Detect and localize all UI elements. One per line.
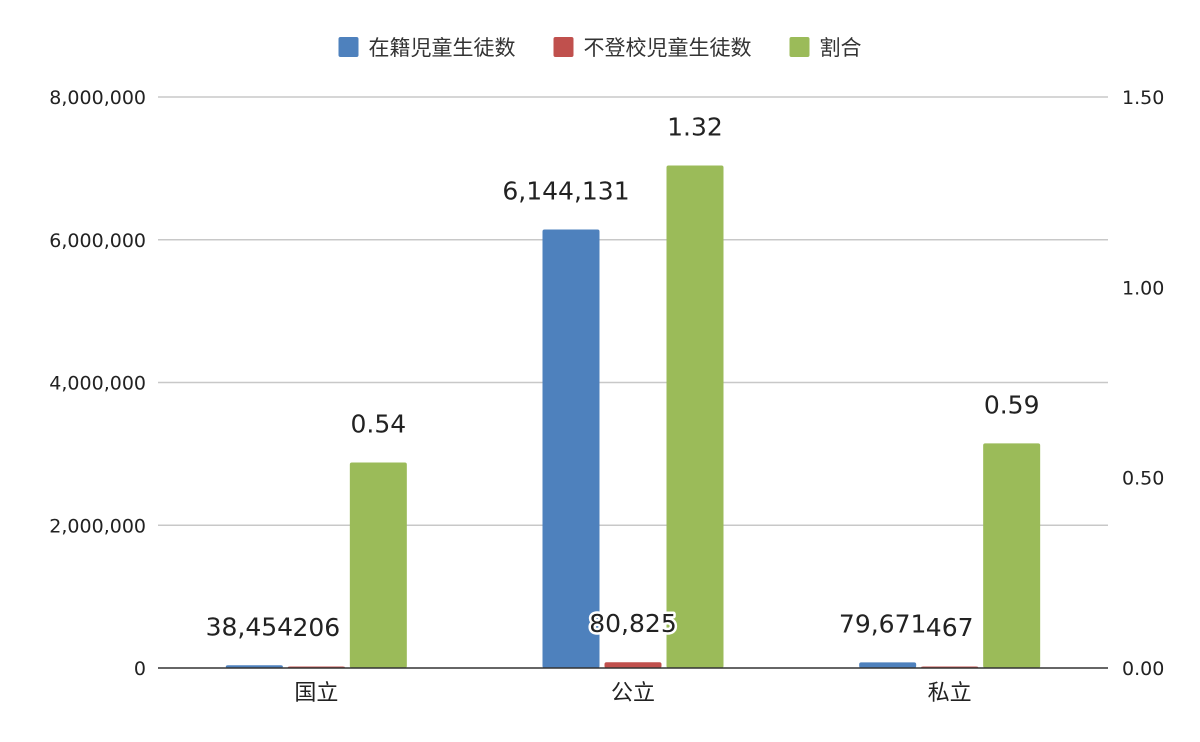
data-label: 6,144,131 [502, 176, 629, 205]
data-label: 206 [292, 613, 340, 642]
data-labels: 38,454 206 0.54 6,144,131 80,825 1.32 79,671 46… [203, 110, 1042, 644]
bars [225, 165, 1041, 668]
data-label: 38,454 [206, 612, 293, 641]
legend-label: 在籍児童生徒数 [369, 36, 516, 60]
data-label: 0.54 [350, 409, 406, 438]
left-tick-label: 0 [134, 658, 146, 680]
bar-3 [983, 443, 1041, 668]
bar-3 [349, 462, 407, 668]
left-tick-label: 8,000,000 [49, 87, 146, 109]
legend: 在籍児童生徒数 不登校児童生徒数 割合 [338, 36, 862, 60]
legend-label: 不登校児童生徒数 [584, 36, 752, 60]
right-axis: 0.00 0.50 1.00 1.50 [1122, 87, 1164, 680]
legend-swatch-1 [338, 37, 359, 57]
left-tick-label: 6,000,000 [49, 230, 146, 252]
category-label: 国立 [294, 681, 338, 706]
data-label: 0.59 [984, 390, 1040, 419]
gridlines [158, 96, 1108, 526]
data-label: 1.32 [667, 113, 723, 142]
right-tick-label: 0.00 [1122, 658, 1164, 680]
right-tick-label: 1.00 [1122, 277, 1164, 299]
left-tick-label: 2,000,000 [49, 515, 146, 537]
right-tick-label: 0.50 [1122, 468, 1164, 490]
bar-2 [604, 662, 662, 668]
legend-swatch-3 [789, 37, 810, 57]
data-label: 467 [926, 613, 974, 642]
left-tick-label: 4,000,000 [49, 373, 146, 395]
data-label: 79,671 [839, 609, 926, 638]
bar-1 [542, 229, 600, 668]
bar-3 [666, 165, 724, 668]
category-label: 公立 [611, 681, 655, 706]
bar-1 [859, 662, 917, 668]
category-labels: 国立 公立 私立 [294, 681, 971, 706]
legend-swatch-2 [553, 37, 574, 57]
right-tick-label: 1.50 [1122, 87, 1164, 109]
category-label: 私立 [928, 681, 972, 706]
legend-label: 割合 [820, 36, 862, 60]
data-label: 80,825 [589, 609, 676, 638]
left-axis: 0 2,000,000 4,000,000 6,000,000 8,000,000 [49, 87, 146, 680]
